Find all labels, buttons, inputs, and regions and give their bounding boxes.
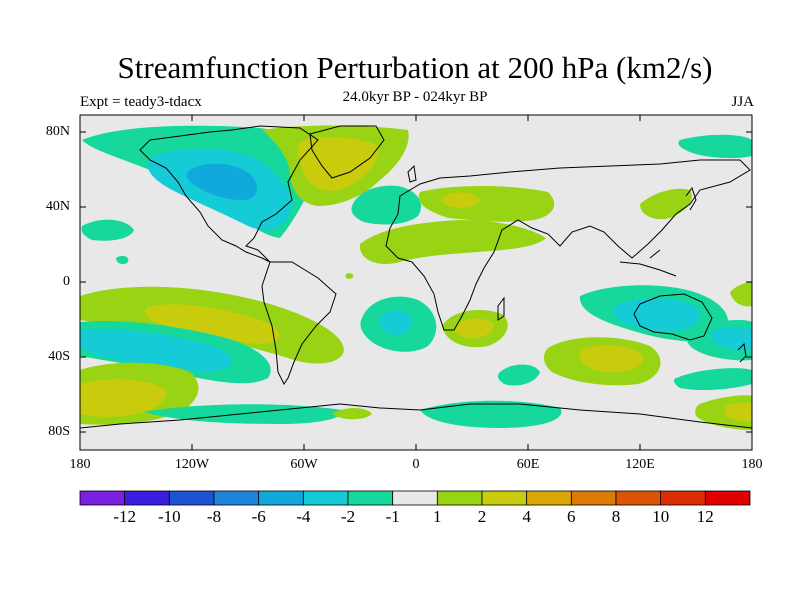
- contour-neg-south-band-east: [420, 400, 562, 428]
- coast-north-america: [139, 125, 319, 263]
- lon-label-180w: 180: [69, 457, 91, 472]
- coast-nz: [737, 342, 747, 363]
- contour-neg-south-indian-small: [497, 364, 540, 386]
- coast-south-america: [261, 261, 337, 385]
- contour-neg-far-southeast: [673, 368, 752, 391]
- lat-label-0: 0: [63, 274, 70, 289]
- contour-neg-arctic-east: [678, 134, 752, 159]
- coast-uk: [407, 164, 417, 183]
- colorbar-swatch: [168, 490, 215, 506]
- lon-label-120w: 120W: [174, 457, 210, 472]
- lon-label-60w: 60W: [290, 457, 318, 472]
- coast-madagascar: [497, 296, 505, 321]
- coast-africa-eurasia: [385, 159, 751, 331]
- contour-pos-spacific-core: [144, 304, 280, 344]
- colorbar-label: 1: [433, 507, 442, 526]
- colorbar-swatch: [302, 490, 349, 506]
- contour-pos-east-edge: [730, 282, 752, 307]
- colorbar-label: -4: [296, 507, 311, 526]
- contour-pos-eurasia-core: [441, 192, 480, 208]
- contour-neg-spacific-core: [80, 328, 232, 372]
- coast-indonesia: [619, 249, 677, 277]
- colorbar-swatch: [660, 490, 706, 506]
- contour-neg-spacific-east-core: [712, 327, 752, 351]
- contour-neg-australia: [613, 298, 701, 332]
- map-subtitle: 24.0kyr BP - 024kyr BP: [342, 89, 488, 105]
- colorbar-label: 4: [522, 507, 531, 526]
- colorbar-swatch: [347, 490, 394, 506]
- colorbar-label: 6: [567, 507, 576, 526]
- contour-fields: [80, 125, 752, 430]
- contour-pos-safrica-core: [454, 318, 494, 339]
- coast-greenland: [309, 125, 385, 179]
- colorbar-swatch: [392, 490, 438, 506]
- contour-neg-small-pacific: [116, 255, 129, 265]
- colorbar-label: -8: [206, 507, 222, 526]
- colorbar-swatch: [79, 490, 126, 506]
- colorbar: [79, 490, 751, 506]
- coast-japan: [685, 186, 697, 211]
- lat-label-80n: 80N: [45, 124, 70, 139]
- colorbar-swatch: [124, 490, 170, 506]
- colorbar-label: 8: [611, 507, 621, 526]
- contour-pos-greenland-core: [297, 137, 379, 191]
- lon-label-120e: 120E: [625, 457, 655, 472]
- colorbar-swatch: [615, 490, 662, 506]
- contour-pos-far-southeast-core: [724, 402, 752, 422]
- colorbar-label: 12: [696, 507, 714, 526]
- coast-antarctica: [80, 403, 752, 429]
- contour-pos-tropics-atlantic: [359, 220, 546, 264]
- lat-label-80s: 80S: [48, 424, 70, 439]
- colorbar-swatch: [481, 490, 528, 506]
- contour-neg-pacific-tropic: [81, 219, 134, 241]
- lat-label-40n: 40N: [45, 199, 70, 214]
- contour-neg-canada-core: [186, 163, 257, 200]
- colorbar-swatch: [704, 490, 751, 506]
- colorbar-label: 10: [652, 507, 670, 526]
- contour-neg-satlantic-core: [379, 310, 413, 336]
- colorbar-swatch: [213, 490, 260, 506]
- contour-neg-atlantic-north: [351, 185, 422, 225]
- colorbar-label: -10: [157, 507, 181, 526]
- colorbar-label: -1: [385, 507, 400, 526]
- coast-australia: [633, 293, 713, 341]
- colorbar-label: -12: [113, 507, 137, 526]
- lon-label-180e: 180: [741, 457, 763, 472]
- colorbar-swatch: [436, 490, 483, 506]
- lon-ticks: [191, 115, 641, 450]
- colorbar-label: -6: [251, 507, 266, 526]
- colorbar-swatch: [570, 490, 617, 506]
- colorbar-label: -2: [340, 507, 356, 526]
- contour-pos-far-south-core: [80, 379, 167, 417]
- lat-label-40s: 40S: [48, 349, 70, 364]
- lon-label-60e: 60E: [516, 457, 540, 472]
- lat-ticks: [80, 131, 752, 433]
- contour-neg-tiny-central: [345, 273, 354, 279]
- contour-pos-sindian-core: [579, 345, 644, 373]
- colorbar-swatch: [526, 490, 572, 506]
- contour-pos-south-small: [332, 408, 372, 420]
- experiment-label: Expt = teady3-tdacx: [80, 94, 202, 110]
- colorbar-swatch: [258, 490, 304, 506]
- map-title: Streamfunction Perturbation at 200 hPa (…: [117, 50, 713, 85]
- season-label: JJA: [731, 94, 754, 110]
- coastlines: [80, 125, 752, 429]
- lon-label-0: 0: [412, 457, 420, 472]
- colorbar-label: 2: [477, 507, 487, 526]
